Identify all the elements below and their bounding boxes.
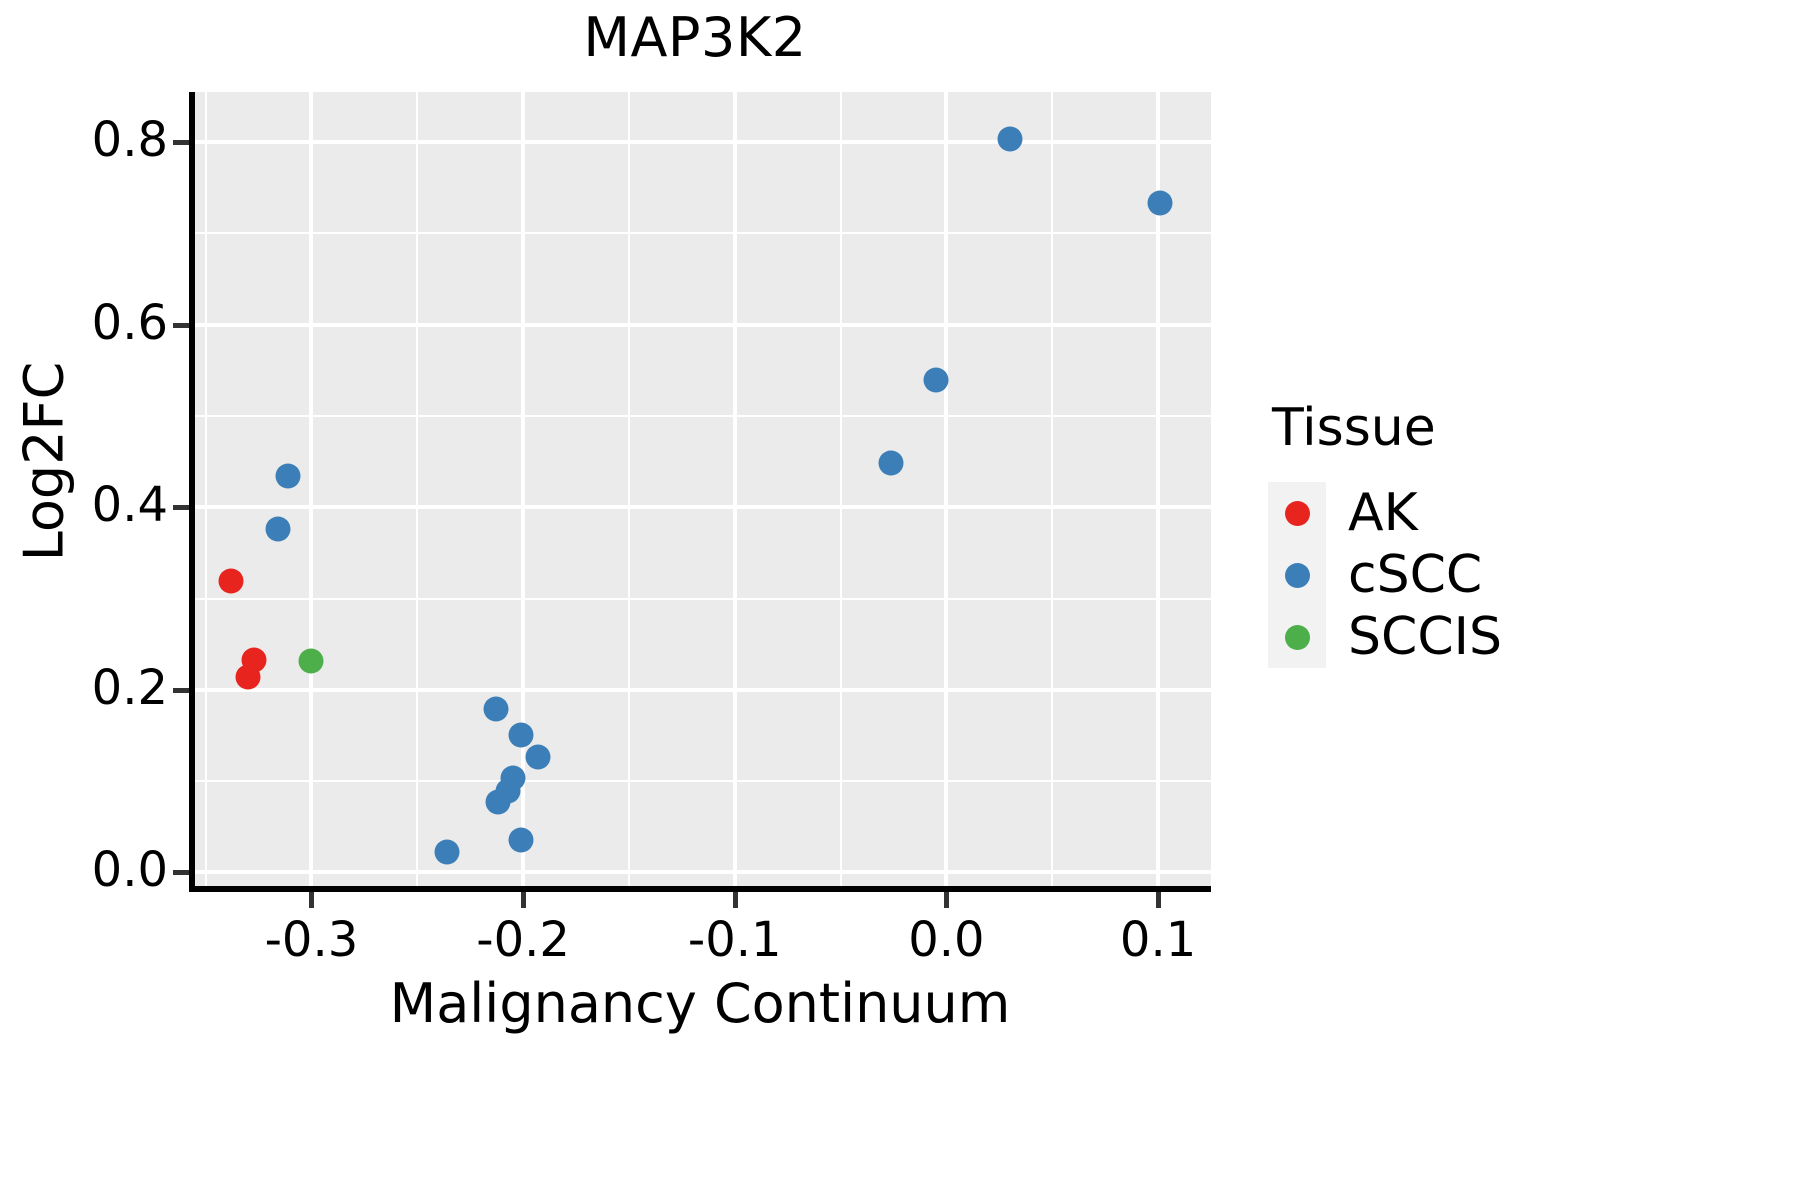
legend-key-swatch [1268,606,1326,668]
y-tick-label: 0.6 [91,294,168,351]
gridline-minor-vertical [416,92,419,886]
scatter-point-cscc [434,839,460,865]
legend-entry-label: cSCC [1348,545,1483,605]
scatter-point-cscc [997,126,1023,152]
x-tick-mark [521,892,527,908]
scatter-point-cscc [485,789,511,815]
legend-entry-label: SCCIS [1348,607,1502,667]
y-tick-label: 0.0 [91,842,168,899]
gridline-major-horizontal [195,687,1211,692]
y-axis-line [189,92,195,886]
scatter-point-sccis [298,648,324,674]
gridline-major-vertical [521,92,526,886]
y-tick-mark [173,870,189,876]
scatter-point-cscc [265,516,291,542]
x-tick-mark [944,892,950,908]
page-title: MAP3K2 [583,6,807,69]
scatter-point-cscc [525,744,551,770]
legend-dot-icon [1284,500,1310,526]
x-tick-mark [732,892,738,908]
legend-title: Tissue [1272,398,1436,458]
y-tick-mark [173,322,189,328]
legend-entries: AK cSCC SCCIS [1268,482,1502,668]
x-tick-mark [309,892,315,908]
scatter-point-ak [218,568,244,594]
x-tick-mark [1156,892,1162,908]
y-tick-label: 0.8 [91,112,168,169]
gridline-minor-vertical [204,92,207,886]
y-tick-mark [173,505,189,511]
legend-entry-sccis[interactable]: SCCIS [1268,606,1502,668]
scatter-point-cscc [508,827,534,853]
gridline-major-horizontal [195,505,1211,510]
scatter-point-ak [235,664,261,690]
legend: Tissue AK cSCC SCCIS [1268,398,1502,668]
x-tick-label: -0.1 [687,912,782,968]
scatter-point-cscc [878,450,904,476]
x-tick-label: -0.2 [476,912,570,968]
y-axis-title: Log2FC [12,361,76,562]
scatter-point-cscc [508,722,534,747]
gridline-major-vertical [309,92,314,886]
x-tick-label: 0.1 [1119,912,1197,968]
gridline-minor-horizontal [195,597,1211,600]
x-axis-line [189,886,1211,892]
gridline-minor-horizontal [195,780,1211,783]
legend-dot-icon [1284,624,1310,650]
gridline-major-vertical [732,92,737,886]
y-tick-label: 0.2 [91,659,168,716]
plot-panel [195,92,1211,886]
gridline-major-horizontal [195,322,1211,327]
scatter-point-cscc [923,367,949,393]
scatter-point-cscc [275,463,301,489]
gridline-major-vertical [944,92,949,886]
legend-key-swatch [1268,544,1326,606]
y-tick-label: 0.4 [91,477,168,534]
x-tick-label: 0.0 [908,912,985,968]
legend-entry-label: AK [1348,483,1418,543]
legend-key-swatch [1268,482,1326,544]
y-tick-mark [173,687,189,693]
gridline-minor-vertical [627,92,630,886]
x-axis-title: Malignancy Continuum [389,972,1011,1035]
gridline-minor-vertical [1051,92,1054,886]
gridline-minor-horizontal [195,414,1211,417]
gridline-minor-vertical [839,92,842,886]
legend-dot-icon [1284,562,1310,588]
scatter-point-cscc [483,696,509,722]
gridline-major-vertical [1156,92,1161,886]
x-tick-label: -0.3 [264,912,359,968]
y-tick-mark [173,140,189,146]
legend-entry-ak[interactable]: AK [1268,482,1502,544]
gridline-major-horizontal [195,140,1211,145]
gridline-minor-horizontal [195,232,1211,235]
legend-entry-cscc[interactable]: cSCC [1268,544,1502,606]
gridline-major-horizontal [195,870,1211,875]
scatter-point-cscc [1147,190,1173,216]
